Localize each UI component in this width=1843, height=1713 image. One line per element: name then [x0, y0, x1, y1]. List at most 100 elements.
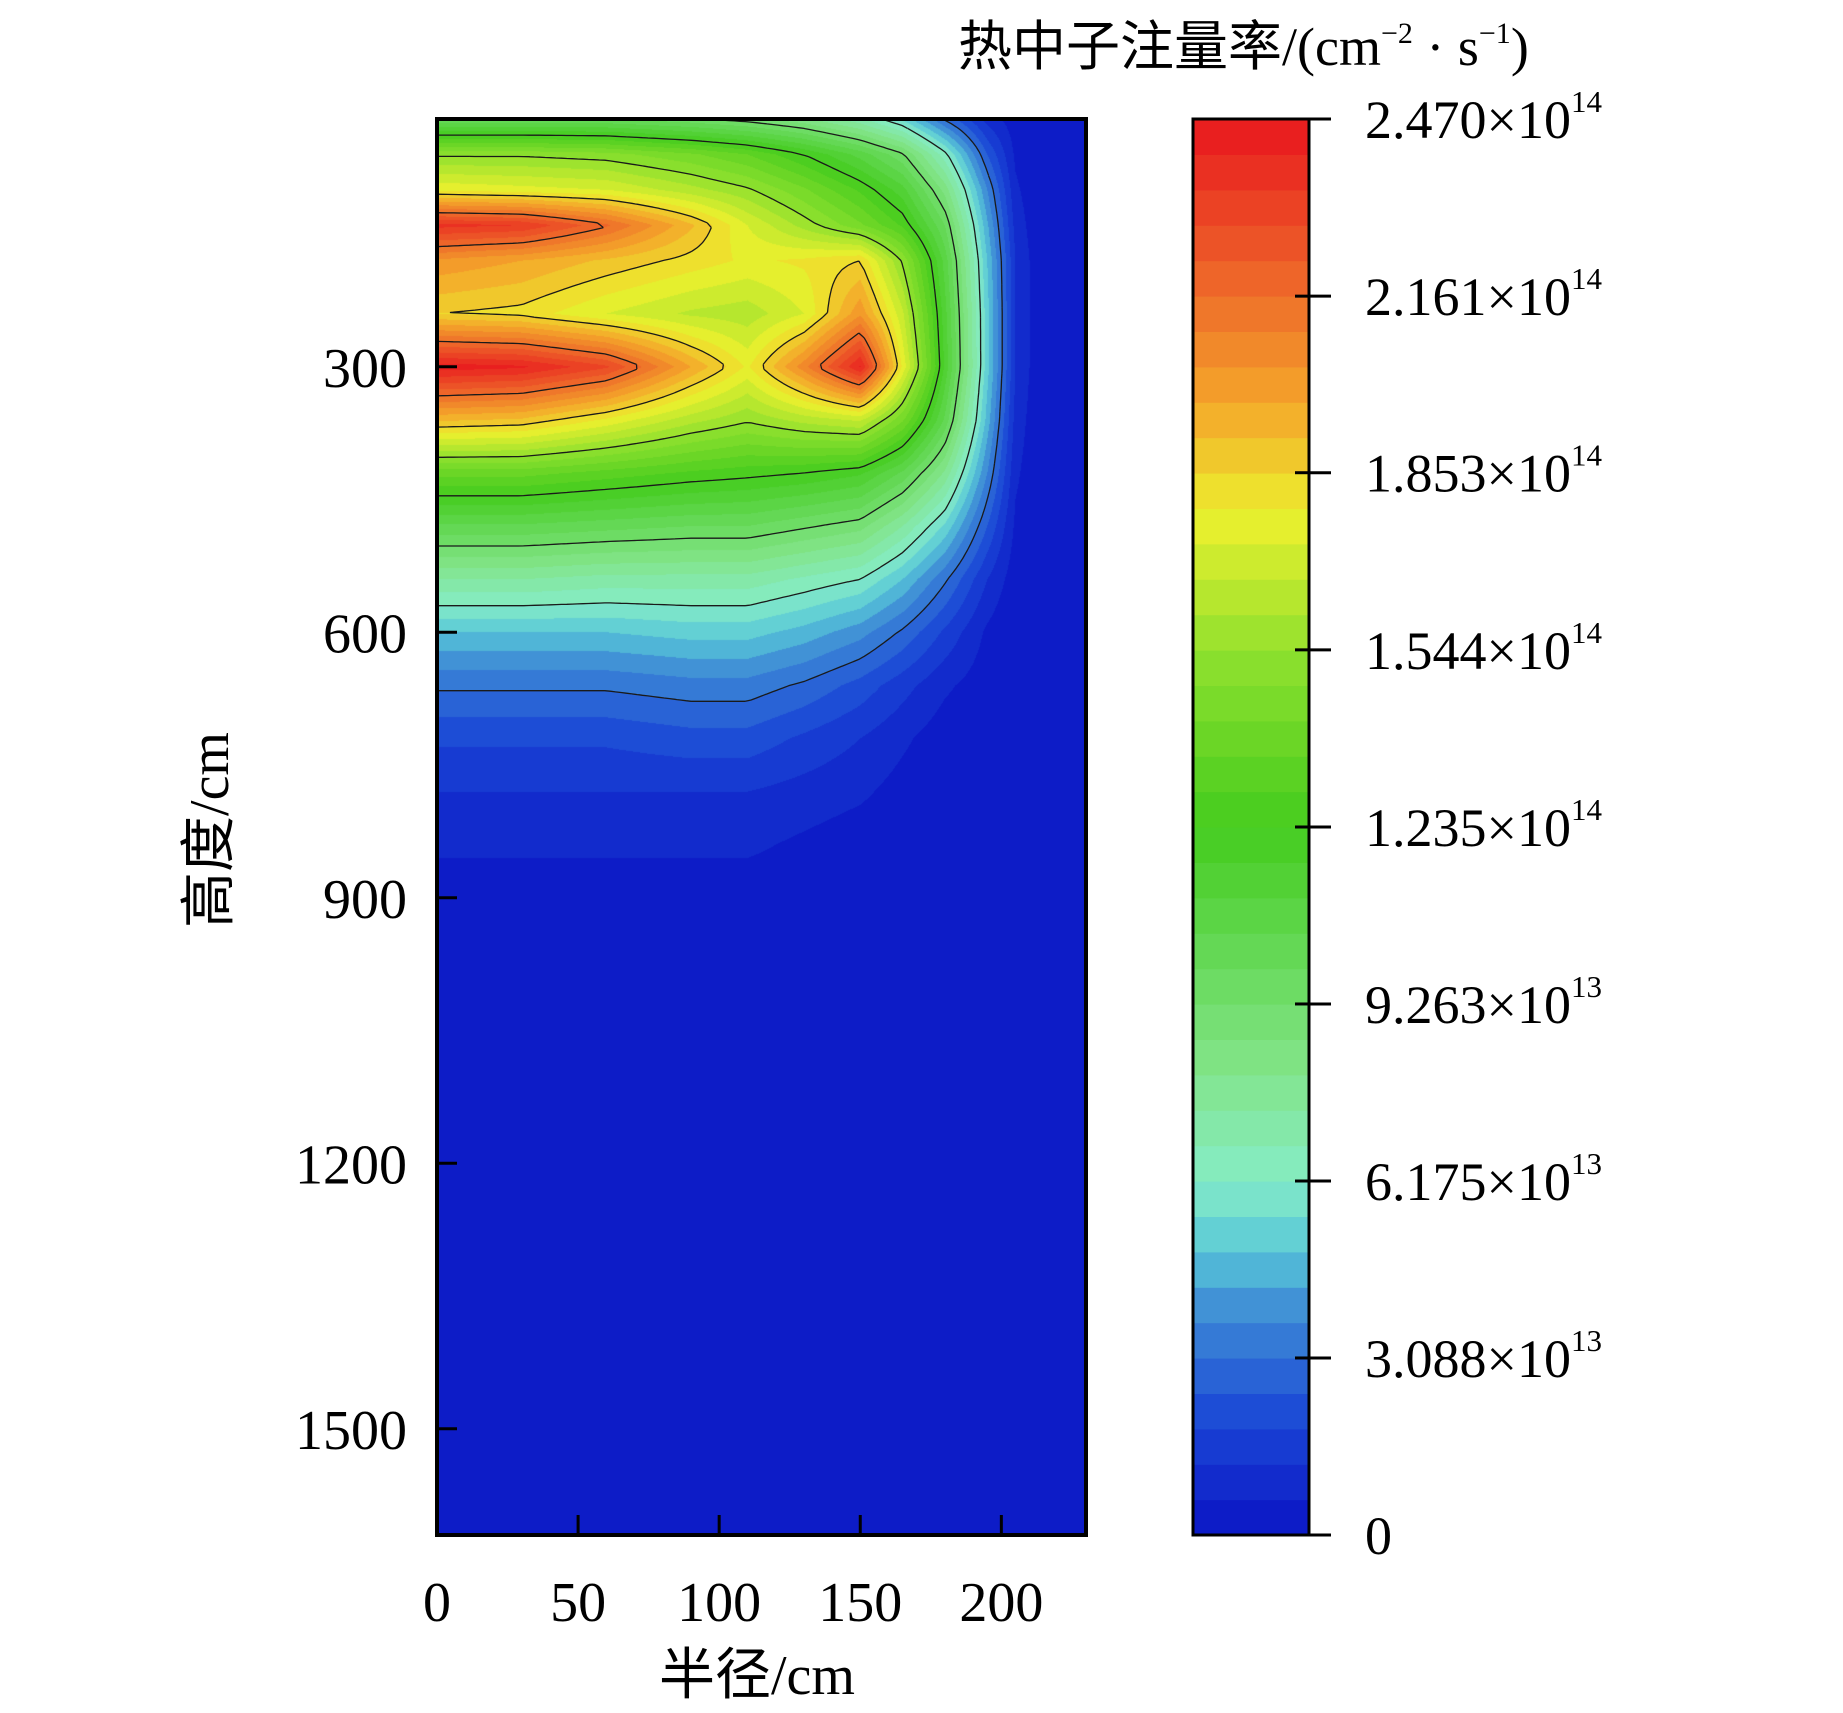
colorbar-tick-mantissa: 1.853 [1365, 444, 1487, 504]
colorbar-tick-label: 6.175×1013 [1365, 1146, 1602, 1212]
colorbar-tick-label: 2.161×1014 [1365, 261, 1602, 327]
colorbar-band [1193, 366, 1309, 403]
colorbar-tick-label: 3.088×1013 [1365, 1323, 1602, 1389]
plot-area [436, 118, 1086, 1535]
colorbar-title: 热中子注量率/(cm−2 · s−1) [958, 17, 1529, 77]
x-tick-label: 200 [959, 1572, 1043, 1634]
colorbar-tick-label: 1.544×1014 [1365, 615, 1602, 681]
y-tick-label: 600 [323, 603, 407, 665]
colorbar-band [1193, 968, 1309, 1005]
colorbar-tick-mantissa: 9.263 [1365, 975, 1487, 1035]
colorbar-title-sup-2: −1 [1479, 17, 1511, 50]
colorbar-band [1193, 437, 1309, 474]
colorbar-tick-exponent: 13 [1571, 1323, 1602, 1358]
colorbar-band [1193, 1110, 1309, 1147]
colorbar-tick-label: 2.470×1014 [1365, 84, 1602, 150]
colorbar-tick-mantissa: 2.470 [1365, 90, 1487, 150]
colorbar-band [1193, 791, 1309, 828]
colorbar-band [1193, 154, 1309, 191]
colorbar-tick-exponent: 14 [1571, 792, 1603, 827]
colorbar-band [1193, 508, 1309, 545]
colorbar-title-sup-1: −2 [1381, 17, 1413, 50]
colorbar-band [1193, 1428, 1309, 1465]
colorbar-band [1193, 685, 1309, 722]
colorbar-tick-times: ×10 [1487, 267, 1571, 327]
colorbar-band [1193, 260, 1309, 297]
colorbar-band [1193, 720, 1309, 757]
colorbar-tick-mantissa: 3.088 [1365, 1329, 1487, 1389]
colorbar-band [1193, 189, 1309, 226]
colorbar-tick-exponent: 14 [1571, 261, 1603, 296]
x-tick-label: 150 [818, 1572, 902, 1634]
colorbar: 2.470×10142.161×10141.853×10141.544×1014… [1191, 84, 1602, 1566]
colorbar-tick-times: ×10 [1487, 90, 1571, 150]
colorbar-band [1193, 1074, 1309, 1111]
y-axis-title: 高度/cm [179, 732, 241, 928]
colorbar-band [1193, 119, 1309, 155]
colorbar-band [1193, 225, 1309, 262]
colorbar-band [1193, 1393, 1309, 1430]
y-tick-label: 1500 [295, 1400, 407, 1462]
colorbar-tick-exponent: 14 [1571, 84, 1603, 119]
x-tick-label: 50 [550, 1572, 606, 1634]
colorbar-band [1193, 296, 1309, 332]
colorbar-band [1193, 1322, 1309, 1359]
x-tick-label: 0 [423, 1572, 451, 1634]
colorbar-tick-times: ×10 [1487, 621, 1571, 681]
colorbar-title-end: ) [1511, 17, 1529, 77]
colorbar-band [1193, 1287, 1309, 1324]
colorbar-tick-mantissa: 6.175 [1365, 1152, 1487, 1212]
colorbar-tick-exponent: 14 [1571, 438, 1603, 473]
colorbar-tick-label: 1.235×1014 [1365, 792, 1602, 858]
colorbar-band [1193, 862, 1309, 899]
colorbar-band [1193, 473, 1309, 509]
colorbar-band [1193, 827, 1309, 863]
contour-line [436, 193, 898, 428]
contour-line [436, 212, 878, 397]
x-axis-title: 半径/cm [659, 1645, 855, 1707]
contour-line [437, 155, 920, 458]
colorbar-tick-exponent: 13 [1571, 969, 1602, 1004]
colorbar-tick-times: ×10 [1487, 1152, 1571, 1212]
colorbar-band [1193, 1216, 1309, 1253]
colorbar-tick-times: ×10 [1487, 1329, 1571, 1389]
colorbar-band [1193, 1358, 1309, 1394]
colorbar-band [1193, 1464, 1309, 1501]
colorbar-band [1193, 1251, 1309, 1288]
contour-line [437, 134, 941, 497]
colorbar-tick-label: 0 [1365, 1506, 1392, 1566]
colorbar-band [1193, 897, 1309, 934]
colorbar-band [1193, 1004, 1309, 1040]
colorbar-band [1193, 756, 1309, 793]
colorbar-tick-mantissa: 1.235 [1365, 798, 1487, 858]
colorbar-band [1193, 579, 1309, 616]
x-tick-label: 100 [677, 1572, 761, 1634]
colorbar-tick-mantissa: 1.544 [1365, 621, 1487, 681]
colorbar-tick-times: ×10 [1487, 975, 1571, 1035]
axes: 0 50 100 150 200 300 600 900 1200 1500 [295, 117, 1088, 1634]
colorbar-band [1193, 1499, 1309, 1536]
colorbar-band [1193, 1181, 1309, 1217]
colorbar-title-main: 热中子注量率/(cm [958, 17, 1381, 77]
colorbar-band [1193, 933, 1309, 970]
contour-lines [436, 118, 1003, 702]
colorbar-band [1193, 402, 1309, 439]
colorbar-tick-times: ×10 [1487, 444, 1571, 504]
heatmap-fill [437, 119, 1086, 1535]
y-tick-label: 1200 [295, 1134, 407, 1196]
colorbar-band [1193, 1039, 1309, 1076]
colorbar-title-mid: · s [1413, 17, 1479, 77]
colorbar-band [1193, 1145, 1309, 1182]
colorbar-tick-label: 1.853×1014 [1365, 438, 1602, 504]
colorbar-band [1193, 614, 1309, 651]
colorbar-tick-exponent: 13 [1571, 1146, 1602, 1181]
colorbar-band [1193, 650, 1309, 686]
y-tick-label: 900 [323, 869, 407, 931]
colorbar-band [1193, 543, 1309, 580]
colorbar-tick-times: ×10 [1487, 798, 1571, 858]
plot-frame [435, 117, 1088, 1537]
colorbar-tick-label: 9.263×1013 [1365, 969, 1602, 1035]
colorbar-tick-mantissa: 0 [1365, 1506, 1392, 1566]
